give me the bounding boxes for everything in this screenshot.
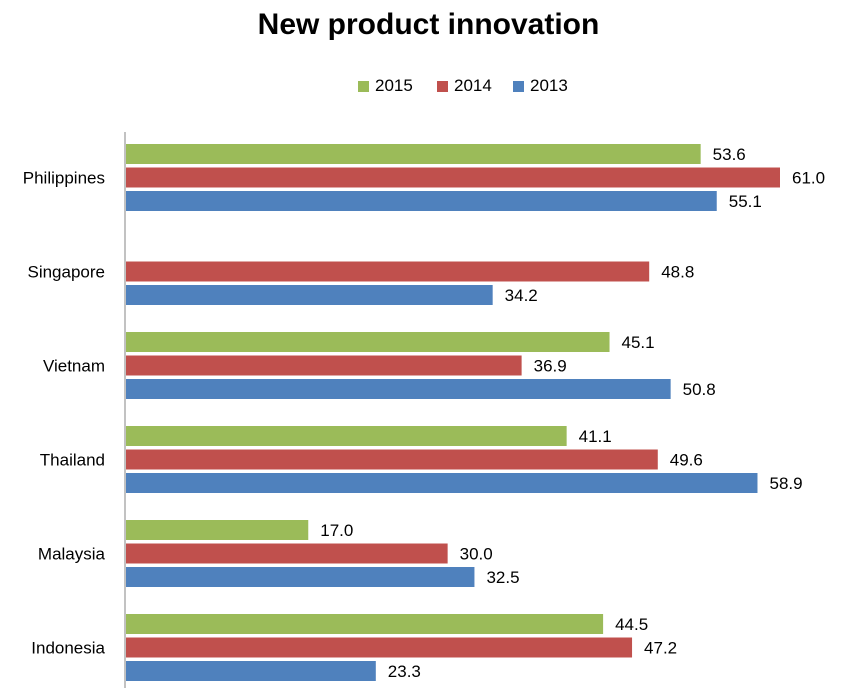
bar-indonesia-2014 bbox=[126, 637, 633, 658]
bar-thailand-2013 bbox=[126, 473, 758, 493]
legend-item-2013: 2013 bbox=[513, 74, 568, 98]
data-label-philippines-2013: 55.1 bbox=[729, 192, 762, 211]
legend-label: 2014 bbox=[454, 76, 492, 95]
category-label-thailand: Thailand bbox=[40, 451, 105, 470]
category-label-vietnam: Vietnam bbox=[43, 357, 105, 376]
bar-vietnam-2015 bbox=[126, 332, 610, 352]
bar-vietnam-2014 bbox=[126, 355, 522, 376]
bar-singapore-2013 bbox=[126, 285, 493, 305]
data-label-thailand-2015: 41.1 bbox=[579, 427, 612, 446]
data-label-vietnam-2014: 36.9 bbox=[534, 357, 567, 376]
data-label-singapore-2013: 34.2 bbox=[505, 286, 538, 305]
data-label-philippines-2015: 53.6 bbox=[713, 145, 746, 164]
bar-thailand-2014 bbox=[126, 449, 658, 470]
bar-vietnam-2013 bbox=[126, 379, 671, 399]
data-label-malaysia-2014: 30.0 bbox=[460, 545, 493, 564]
data-label-vietnam-2015: 45.1 bbox=[622, 333, 655, 352]
data-label-vietnam-2013: 50.8 bbox=[683, 380, 716, 399]
legend-swatch bbox=[513, 80, 524, 92]
category-label-indonesia: Indonesia bbox=[31, 639, 105, 658]
data-label-singapore-2014: 48.8 bbox=[661, 263, 694, 282]
data-label-thailand-2013: 58.9 bbox=[769, 474, 802, 493]
data-label-thailand-2014: 49.6 bbox=[670, 451, 703, 470]
bar-philippines-2013 bbox=[126, 191, 717, 211]
data-label-philippines-2014: 61.0 bbox=[792, 169, 825, 188]
data-label-malaysia-2015: 17.0 bbox=[320, 521, 353, 540]
legend: 2015 2014 2013 bbox=[0, 74, 857, 98]
bar-malaysia-2013 bbox=[126, 567, 475, 587]
category-label-philippines: Philippines bbox=[23, 169, 105, 188]
bar-philippines-2015 bbox=[126, 144, 701, 164]
legend-item-2015: 2015 bbox=[358, 74, 413, 98]
category-label-malaysia: Malaysia bbox=[38, 545, 106, 564]
bar-philippines-2014 bbox=[126, 167, 780, 188]
legend-swatch bbox=[437, 80, 448, 92]
chart-title: New product innovation bbox=[257, 8, 600, 41]
legend-item-2014: 2014 bbox=[437, 74, 492, 98]
legend-label: 2013 bbox=[530, 76, 568, 95]
data-label-indonesia-2015: 44.5 bbox=[615, 615, 648, 634]
data-label-indonesia-2013: 23.3 bbox=[388, 662, 421, 681]
bar-indonesia-2013 bbox=[126, 661, 376, 681]
data-label-indonesia-2014: 47.2 bbox=[644, 639, 677, 658]
bar-thailand-2015 bbox=[126, 426, 567, 446]
bar-singapore-2014 bbox=[126, 261, 650, 282]
bar-indonesia-2015 bbox=[126, 614, 604, 634]
legend-label: 2015 bbox=[375, 76, 413, 95]
bar-malaysia-2014 bbox=[126, 543, 448, 564]
legend-swatch bbox=[358, 80, 369, 92]
category-label-singapore: Singapore bbox=[27, 263, 105, 282]
data-label-malaysia-2013: 32.5 bbox=[486, 568, 519, 587]
bar-malaysia-2015 bbox=[126, 520, 309, 540]
